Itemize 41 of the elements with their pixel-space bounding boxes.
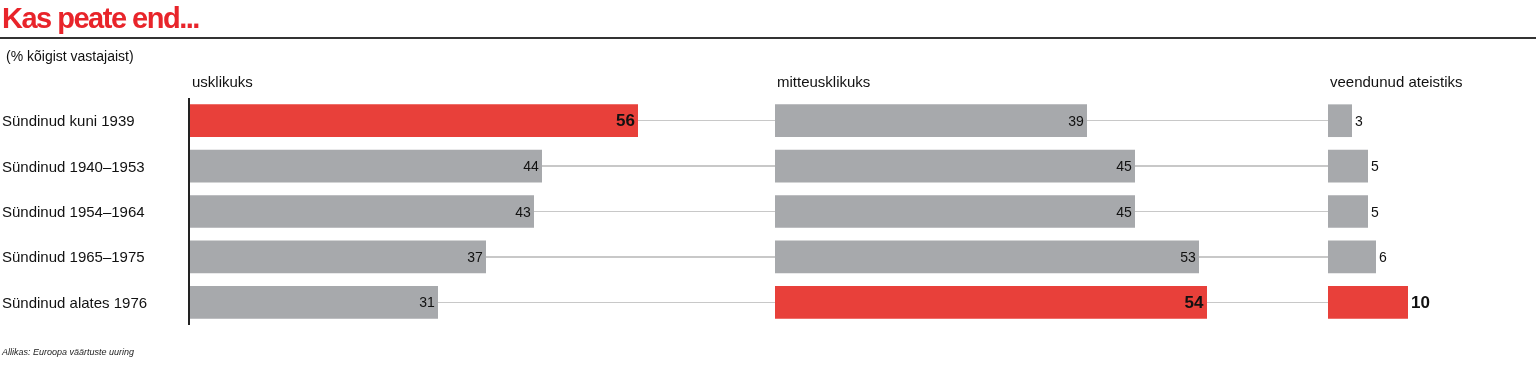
y-tick-label: Sündinud kuni 1939 <box>2 112 135 129</box>
text: Allikas: Euroopa väärtuste uuring <box>2 347 135 357</box>
bar <box>1328 104 1352 138</box>
data-label: 44 <box>523 158 539 175</box>
data-label: 31 <box>419 294 435 311</box>
bar <box>190 240 486 274</box>
bar <box>1328 195 1368 228</box>
data-label: 43 <box>515 203 531 220</box>
text: (% kõigist vastajaist) <box>6 48 134 64</box>
bar <box>190 104 638 138</box>
x-axis-title: veendunud ateistiks <box>1330 73 1463 90</box>
x-axis-title: mitteusklikuks <box>777 73 871 90</box>
data-label: 10 <box>1411 292 1430 312</box>
bar <box>1328 149 1368 183</box>
data-label: 6 <box>1379 248 1387 265</box>
bar <box>775 149 1135 183</box>
bar <box>190 195 534 228</box>
bar <box>1328 240 1376 274</box>
bar <box>775 104 1087 138</box>
data-label: 45 <box>1116 203 1132 220</box>
data-label: 53 <box>1180 248 1196 265</box>
bar <box>775 240 1199 274</box>
bar <box>190 149 542 183</box>
bar <box>190 285 438 319</box>
data-label: 45 <box>1116 158 1132 175</box>
data-label: 56 <box>616 111 635 131</box>
data-label: 54 <box>1184 292 1204 312</box>
x-axis-title: usklikuks <box>192 73 253 90</box>
bar <box>1328 285 1408 319</box>
y-tick-label: Sündinud alates 1976 <box>2 294 148 311</box>
chart-title: Kas peate end... <box>2 2 199 34</box>
bar <box>775 285 1207 319</box>
data-label: 3 <box>1355 112 1363 129</box>
data-label: 5 <box>1371 158 1379 175</box>
data-label: 37 <box>467 248 483 265</box>
y-tick-label: Sündinud 1965–1975 <box>2 248 145 265</box>
y-tick-label: Sündinud 1954–1964 <box>2 203 145 220</box>
data-label: 39 <box>1068 112 1084 129</box>
data-label: 5 <box>1371 203 1379 220</box>
y-tick-label: Sündinud 1940–1953 <box>2 158 145 175</box>
bar <box>775 195 1135 228</box>
